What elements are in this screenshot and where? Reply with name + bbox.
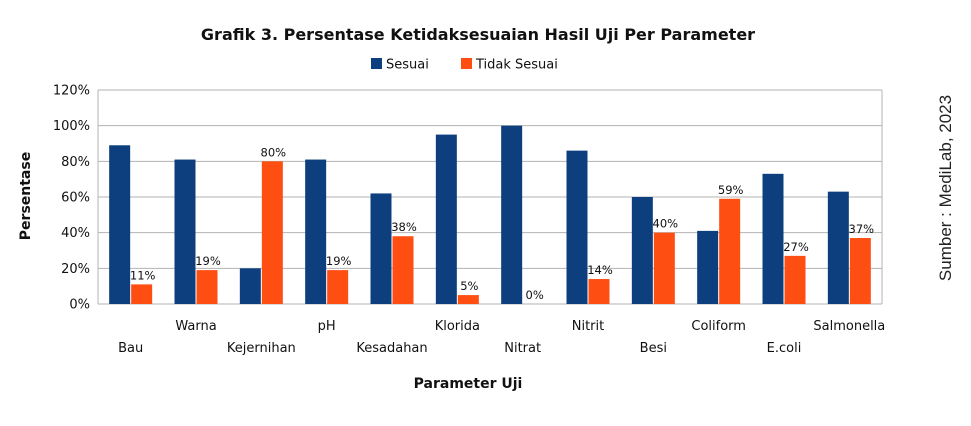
bar-tidak-sesuai: [327, 270, 349, 304]
bar-sesuai: [305, 159, 327, 304]
bar-tidak-sesuai: [719, 198, 741, 304]
data-label: 40%: [653, 217, 679, 231]
y-tick-label: 40%: [61, 226, 90, 241]
data-label: 27%: [783, 240, 809, 254]
bar-tidak-sesuai: [588, 279, 610, 304]
bar-sesuai: [827, 191, 849, 304]
data-label: 80%: [261, 145, 287, 159]
y-axis-title: Persentase: [18, 152, 34, 240]
bar-tidak-sesuai: [849, 238, 871, 304]
data-label: 37%: [849, 222, 875, 236]
data-labels: 11% 19% 80% 19% 38% 5% 0% 14% 40% 59% 27% 37%: [130, 145, 874, 302]
bar-sesuai: [697, 230, 719, 304]
bar-sesuai: [239, 268, 261, 304]
x-category-label: Coliform: [691, 319, 746, 334]
bar-sesuai: [435, 134, 457, 304]
data-label: 59%: [718, 183, 744, 197]
bar-tidak-sesuai: [131, 284, 153, 304]
x-category-label: pH: [318, 319, 336, 334]
legend-label-sesuai: Sesuai: [386, 58, 429, 73]
chart-title: Grafik 3. Persentase Ketidaksesuaian Has…: [201, 25, 755, 44]
x-category-label: Nitrit: [572, 319, 605, 334]
bar-sesuai: [566, 150, 588, 304]
y-tick-label: 120%: [53, 84, 90, 99]
x-axis-categories: Bau Warna Kejernihan pH Kesadahan Klorida Nitr…: [118, 319, 885, 356]
x-category-label: Kesadahan: [356, 341, 427, 356]
bar-tidak-sesuai: [457, 295, 479, 304]
bar-sesuai: [631, 197, 653, 304]
bar-tidak-sesuai: [392, 236, 414, 304]
data-label: 19%: [326, 254, 352, 268]
y-axis-ticks: 0% 20% 40% 60% 80% 100% 120%: [53, 84, 90, 313]
legend-label-tidak-sesuai: Tidak Sesuai: [475, 58, 558, 73]
y-tick-label: 0%: [69, 298, 90, 313]
x-category-label: Bau: [118, 341, 143, 356]
data-label: 0%: [526, 288, 544, 302]
source-note: Sumber : MediLab, 2023: [936, 95, 955, 281]
y-tick-label: 60%: [61, 191, 90, 206]
bar-sesuai: [370, 193, 392, 304]
bars: [109, 125, 871, 305]
x-category-label: E.coli: [767, 341, 802, 356]
x-category-label: Besi: [640, 341, 667, 356]
data-label: 5%: [460, 279, 478, 293]
bar-tidak-sesuai: [653, 232, 675, 304]
gridlines: [97, 89, 883, 305]
y-tick-label: 80%: [61, 155, 90, 170]
bar-tidak-sesuai: [784, 255, 806, 304]
bar-sesuai: [109, 145, 131, 304]
bar-sesuai: [501, 125, 523, 305]
x-axis-title: Parameter Uji: [414, 376, 523, 392]
bar-tidak-sesuai: [196, 270, 218, 304]
bar-tidak-sesuai: [261, 161, 283, 304]
data-label: 19%: [195, 254, 221, 268]
y-tick-label: 100%: [53, 119, 90, 134]
y-tick-label: 20%: [61, 262, 90, 277]
x-category-label: Klorida: [435, 319, 480, 334]
data-label: 38%: [391, 220, 417, 234]
legend: Sesuai Tidak Sesuai: [371, 58, 558, 73]
legend-swatch-sesuai: [371, 58, 382, 69]
legend-swatch-tidak-sesuai: [461, 58, 472, 69]
bar-sesuai: [762, 173, 784, 304]
x-category-label: Salmonella: [813, 319, 885, 334]
x-category-label: Nitrat: [504, 341, 541, 356]
data-label: 11%: [130, 268, 156, 282]
data-label: 14%: [587, 263, 613, 277]
x-category-label: Kejernihan: [227, 341, 296, 356]
bar-sesuai: [174, 159, 196, 304]
x-category-label: Warna: [175, 319, 216, 334]
